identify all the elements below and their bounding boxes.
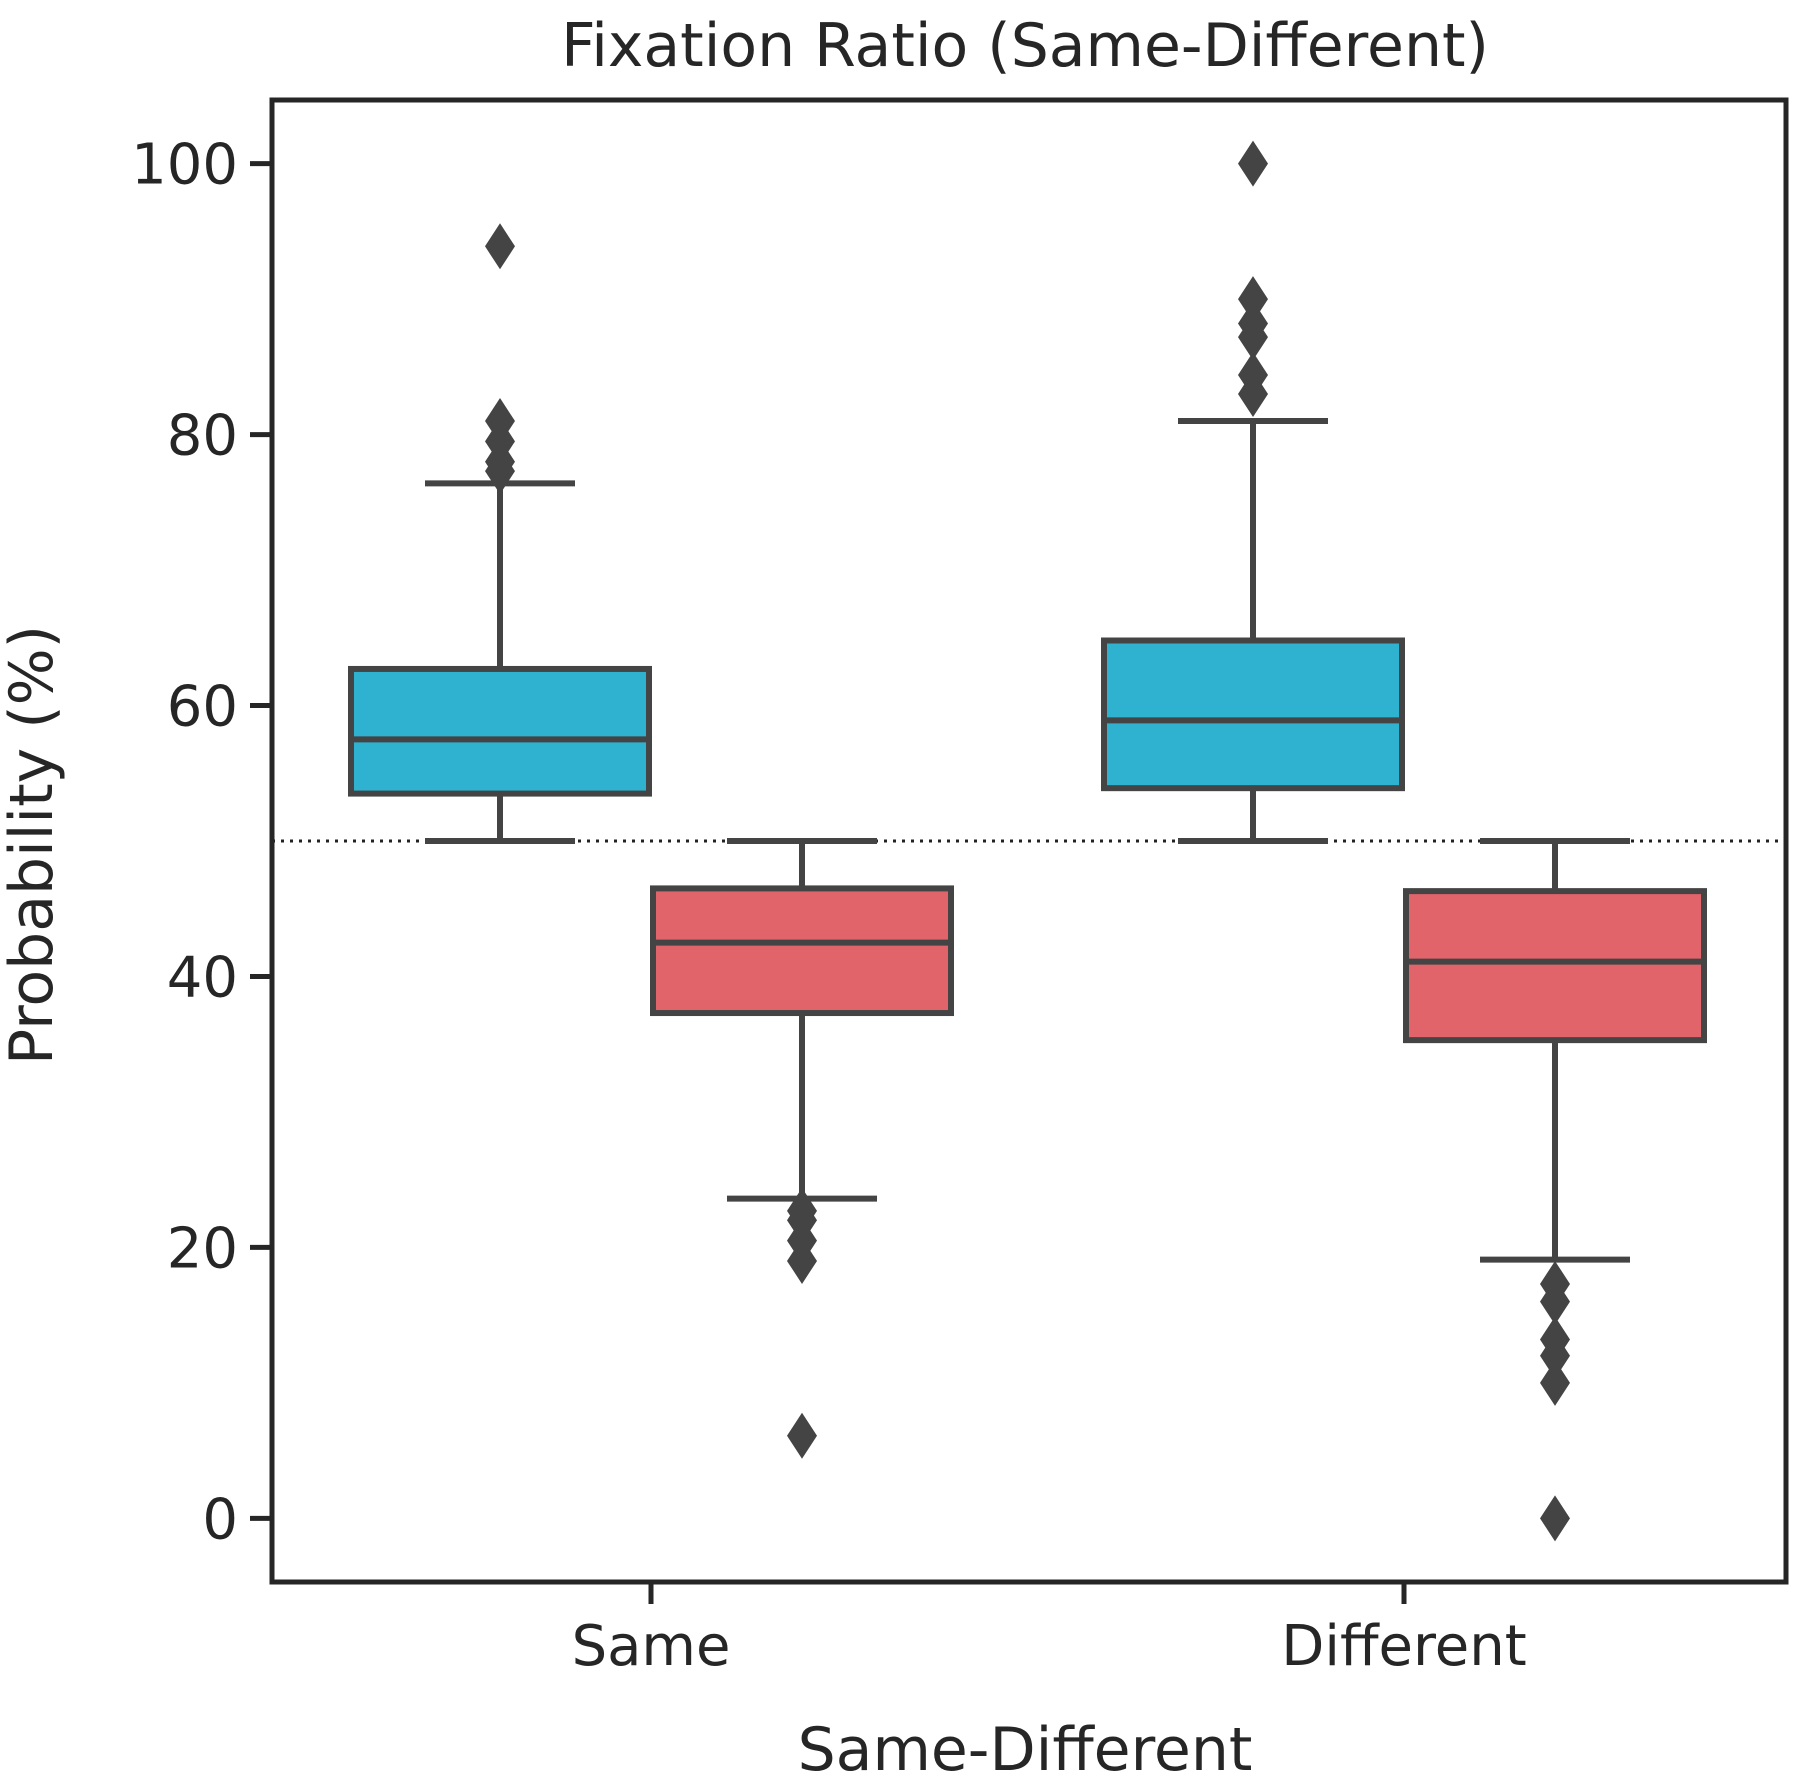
outlier-point [1540, 1278, 1570, 1325]
iqr-box [348, 665, 652, 797]
box-different-series_b [1403, 838, 1707, 1542]
iqr-box [1101, 637, 1405, 792]
outlier-point [1540, 1495, 1570, 1542]
y-tick-label: 60 [167, 675, 238, 740]
x-axis-label: Same-Different [798, 1715, 1253, 1785]
outlier-point [485, 398, 515, 445]
plot-area: 0 20 40 60 80 100 Same Different [131, 97, 1789, 1679]
outlier-point [1238, 276, 1268, 323]
y-tick-label: 0 [202, 1487, 238, 1552]
outlier-point [787, 1237, 817, 1284]
outlier-point [787, 1412, 817, 1459]
outlier-point [1540, 1332, 1570, 1379]
box-same-series_a [348, 223, 652, 844]
y-tick-label: 80 [167, 404, 238, 469]
y-axis-label: Probability (%) [0, 625, 67, 1065]
x-tick-label: Same [572, 1614, 731, 1679]
box-different-series_a [1101, 140, 1405, 844]
outlier-point [1540, 1359, 1570, 1406]
outlier-point [1238, 140, 1268, 187]
iqr-box [1403, 888, 1707, 1044]
outlier-point [1238, 300, 1268, 347]
x-tick-label: Different [1281, 1614, 1526, 1679]
axes-frame [269, 97, 1789, 1585]
y-tick-label: 100 [131, 133, 238, 198]
box-same-series_b [650, 838, 954, 1459]
y-tick-label: 20 [167, 1216, 238, 1281]
outlier-point [1238, 351, 1268, 398]
y-tick-label: 40 [167, 945, 238, 1010]
iqr-box [650, 885, 954, 1017]
chart-title: Fixation Ratio (Same-Different) [561, 11, 1489, 81]
outlier-point [485, 223, 515, 270]
